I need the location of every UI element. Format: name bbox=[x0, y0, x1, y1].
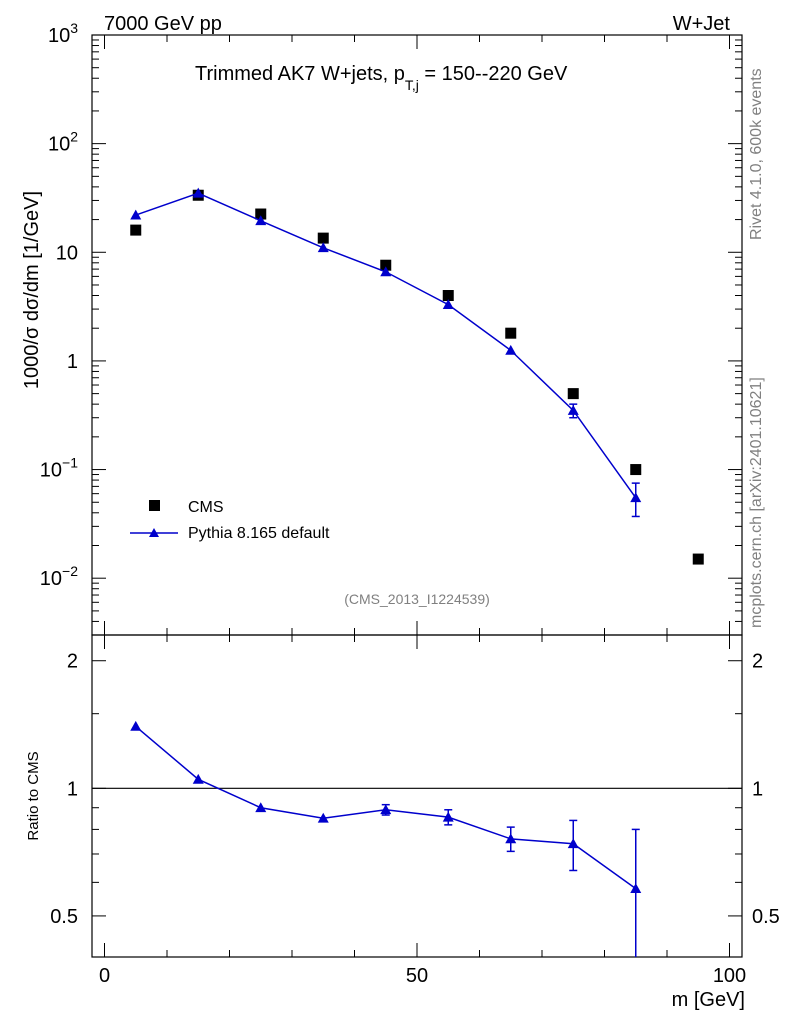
ratio-series-marks bbox=[130, 720, 642, 957]
legend-cms-marker bbox=[149, 500, 160, 511]
pythia-point bbox=[317, 242, 329, 253]
ratio-ytick-label-right: 2 bbox=[752, 651, 763, 673]
plot-title: Trimmed AK7 W+jets, pT,j = 150--220 GeV bbox=[195, 63, 568, 93]
cms-point bbox=[317, 232, 329, 244]
cms-point bbox=[255, 208, 267, 220]
main-ytick-label: 10 bbox=[56, 242, 78, 264]
analysis-tag: (CMS_2013_I1224539) bbox=[344, 591, 490, 607]
ratio-point bbox=[130, 720, 142, 731]
ratio-ylabel: Ratio to CMS bbox=[25, 751, 42, 840]
main-ytick-label: 102 bbox=[48, 129, 78, 156]
legend-pythia-marker bbox=[149, 528, 159, 537]
ratio-ytick-label: 1 bbox=[67, 778, 78, 800]
ratio-plot-frame bbox=[91, 634, 743, 958]
ratio-point bbox=[192, 773, 204, 784]
main-series-marks bbox=[130, 187, 704, 565]
pythia-point bbox=[255, 215, 267, 226]
ratio-axis-ticks: 0 50 100 2 2 1 1 0.5 0.5 bbox=[50, 635, 780, 987]
xtick-label: 50 bbox=[406, 965, 428, 987]
cms-point bbox=[442, 290, 454, 302]
ratio-ytick-label: 2 bbox=[67, 651, 78, 673]
pythia-point bbox=[505, 344, 517, 355]
main-plot-frame bbox=[91, 34, 743, 636]
pythia-point bbox=[442, 299, 454, 309]
ratio-ytick-label-right: 0.5 bbox=[752, 906, 780, 928]
plot-title-main: Trimmed AK7 W+jets, p bbox=[195, 63, 405, 85]
ratio-xlabel: m [GeV] bbox=[672, 989, 745, 1011]
pythia-point bbox=[567, 404, 579, 415]
plot-title-tail: = 150--220 GeV bbox=[419, 63, 568, 85]
rivet-label: Rivet 4.1.0, 600k events bbox=[748, 68, 765, 240]
ratio-point bbox=[380, 804, 392, 815]
ratio-point bbox=[630, 883, 642, 894]
cms-point bbox=[130, 224, 142, 236]
xtick-label: 0 bbox=[99, 965, 110, 987]
cms-point bbox=[380, 259, 392, 271]
header-right: W+Jet bbox=[673, 13, 731, 35]
ratio-ytick-label: 0.5 bbox=[50, 906, 78, 928]
legend: CMS Pythia 8.165 default bbox=[130, 499, 330, 542]
ratio-point bbox=[567, 838, 579, 849]
ratio-point bbox=[505, 833, 517, 844]
ratio-point bbox=[442, 811, 454, 822]
main-ylabel: 1000/σ dσ/dm [1/GeV] bbox=[21, 191, 43, 389]
pythia-point bbox=[192, 187, 204, 198]
cms-point bbox=[567, 388, 579, 400]
legend-cms-label: CMS bbox=[188, 499, 224, 516]
ratio-point bbox=[317, 812, 329, 823]
cms-point bbox=[630, 464, 642, 476]
plot-title-sub: T,j bbox=[405, 77, 419, 93]
main-ytick-label: 10−2 bbox=[40, 563, 78, 590]
header-left: 7000 GeV pp bbox=[104, 13, 222, 35]
mcplots-label: mcplots.cern.ch [arXiv:2401.10621] bbox=[748, 377, 765, 628]
cms-point bbox=[505, 327, 517, 339]
pythia-point bbox=[380, 266, 392, 277]
pythia-point bbox=[130, 209, 142, 220]
xtick-label: 100 bbox=[713, 965, 746, 987]
pythia-point bbox=[630, 492, 642, 503]
legend-pythia-label: Pythia 8.165 default bbox=[188, 525, 330, 542]
ratio-ytick-label-right: 1 bbox=[752, 778, 763, 800]
ratio-point bbox=[255, 802, 267, 813]
main-ytick-label: 103 bbox=[48, 20, 78, 47]
cms-point bbox=[692, 553, 704, 565]
main-ytick-label: 1 bbox=[67, 351, 78, 373]
pythia-line bbox=[135, 192, 637, 499]
main-ytick-label: 10−1 bbox=[40, 455, 78, 482]
